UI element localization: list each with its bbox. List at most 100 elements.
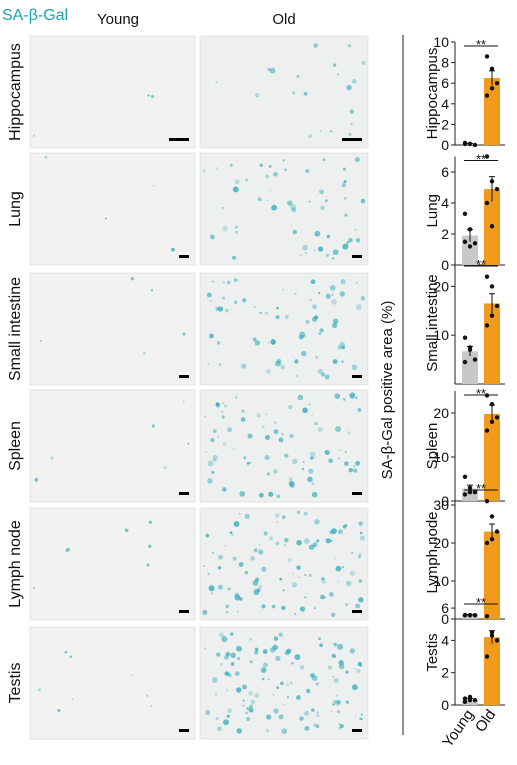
stain: [40, 339, 43, 342]
stain: [361, 60, 366, 66]
stain: [222, 225, 228, 232]
micrograph: [29, 152, 196, 266]
stain: [326, 234, 331, 239]
stain: [241, 298, 247, 303]
stain: [296, 74, 300, 78]
stain: [207, 572, 211, 576]
stain: [229, 163, 233, 167]
stain: [245, 716, 251, 722]
stain: [360, 713, 363, 716]
stain: [288, 477, 293, 481]
micrograph: [199, 272, 369, 386]
bar: [462, 700, 478, 705]
stain: [304, 725, 310, 731]
stain: [353, 464, 356, 468]
stain: [344, 450, 347, 454]
stain: [316, 539, 320, 543]
stain: [182, 400, 185, 403]
stain: [313, 723, 317, 727]
stain: [331, 528, 338, 534]
micrograph: [29, 35, 196, 149]
stain: [273, 172, 278, 177]
stain: [257, 197, 262, 202]
stain: [258, 549, 264, 555]
stain: [34, 477, 39, 482]
stain: [281, 728, 287, 734]
stain: [282, 589, 285, 592]
stain: [301, 350, 307, 357]
stain: [279, 577, 283, 581]
stain: [69, 655, 73, 658]
stain: [292, 229, 298, 235]
stain: [254, 577, 260, 582]
scale-bar: [179, 610, 189, 613]
stain: [336, 73, 340, 76]
data-point: [484, 274, 490, 279]
stain: [315, 355, 318, 359]
stain: [266, 729, 270, 733]
data-point: [462, 140, 468, 146]
x-tick-label: Young: [439, 707, 477, 751]
stain: [207, 460, 214, 467]
stain: [223, 281, 225, 284]
stain: [151, 424, 155, 428]
stain: [150, 289, 154, 292]
stain: [221, 296, 226, 300]
micrograph: [199, 507, 369, 621]
data-point: [494, 415, 500, 420]
stain: [234, 179, 240, 185]
stain: [217, 726, 222, 731]
stain: [291, 582, 298, 588]
stain: [341, 345, 346, 350]
stain: [299, 606, 306, 612]
stain: [353, 468, 358, 473]
stain: [222, 402, 225, 405]
stain: [331, 293, 334, 296]
stain: [281, 433, 284, 436]
stain: [358, 597, 364, 603]
stain: [328, 458, 333, 464]
row-label: Hippocampus: [7, 43, 24, 141]
stain: [295, 695, 301, 700]
stain: [308, 468, 314, 474]
stain: [351, 78, 357, 84]
stain: [222, 207, 224, 209]
stain: [217, 306, 224, 312]
y-tick-label: 0: [441, 611, 449, 627]
stain: [212, 429, 217, 434]
stain: [342, 397, 346, 401]
stain: [312, 304, 317, 310]
stain: [204, 647, 206, 650]
data-point: [489, 86, 495, 91]
stain: [335, 425, 342, 432]
y-tick-label: 4: [441, 632, 449, 648]
stain: [64, 650, 68, 654]
stain: [271, 604, 276, 609]
stain: [209, 299, 213, 303]
stain: [333, 699, 337, 704]
stain: [310, 673, 315, 678]
data-point: [484, 613, 490, 619]
stain: [291, 207, 297, 213]
stain: [310, 456, 314, 460]
stain: [268, 491, 274, 497]
stain: [266, 472, 270, 476]
stain: [337, 345, 342, 350]
y-tick-label: 0: [441, 137, 449, 153]
stain: [313, 456, 316, 459]
stain: [287, 558, 292, 563]
data-point: [494, 81, 500, 86]
stain: [275, 315, 280, 320]
stain: [278, 714, 284, 720]
stain: [214, 693, 218, 696]
stain: [340, 279, 346, 285]
stain: [275, 541, 280, 546]
stain: [288, 405, 293, 410]
stain: [325, 293, 331, 299]
stain: [227, 427, 232, 433]
y-tick-label: 4: [441, 96, 449, 112]
stain: [269, 647, 276, 653]
stain: [307, 476, 313, 483]
stain: [343, 179, 347, 184]
stain: [336, 709, 341, 714]
